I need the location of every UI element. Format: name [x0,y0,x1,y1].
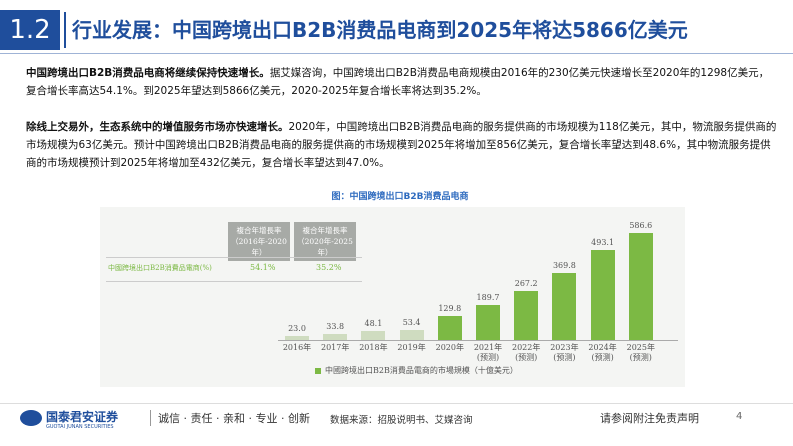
disclaimer: 请参阅附注免责声明 [600,412,699,425]
paragraph: 中国跨境出口B2B消费品电商将继续保持快速增长。据艾媒咨询，中国跨境出口B2B消… [26,64,778,100]
legend-swatch [315,368,321,374]
x-tick-label: 2017年 [321,343,350,352]
lead: 中国跨境出口B2B消费品电商将继续保持快速增长。 [26,67,270,79]
data-label: 23.0 [288,323,306,333]
logo-icon [20,410,42,426]
x-tick-label: 2023年(预测) [550,343,579,362]
lead: 除线上交易外，生态系统中的增值服务市场亦快速增长。 [26,121,289,133]
x-tick-label: 2025年(预测) [626,343,655,362]
data-label: 129.8 [438,304,462,314]
x-tick-label: 2020年 [435,343,464,352]
chart-title: 图：中国跨境出口B2B消费品电商 [331,192,469,202]
legend-label: 中國跨境出口B2B消費品電商的市場規模（十億美元） [325,366,518,375]
table-header: 複合年增長率（2016年-2020年） [228,222,290,261]
data-label: 33.8 [326,321,345,331]
x-tick-label: 2021年(预测) [473,343,503,362]
table-rule [106,257,362,258]
body: 据艾媒咨询，中国跨境出口B2B消费品电商规模由2016年的230亿美元快速增长至… [26,67,770,97]
bar [285,335,309,340]
axis-line [278,340,678,341]
separator [150,410,151,426]
data-label: 369.8 [552,260,576,270]
table-rule [106,281,362,282]
table-row-label: 中國跨境出口B2B消費品電商(%) [108,264,212,272]
x-tick-label: 2016年 [282,343,312,352]
bar [590,250,615,340]
body: 2020年，中国跨境出口B2B消费品电商的服务提供商的市场规模为118亿美元，其… [26,121,777,169]
chart: 23.0 2016年 33.8 2017年 48.1 2018年 53.4 2019年 129.… [100,207,685,387]
data-label: 48.1 [364,319,383,329]
table-header: 複合年增長率（2020年-2025年） [294,222,356,261]
x-tick-label: 2024年(预测) [588,343,617,362]
footer-rule [0,403,793,404]
x-tick-label: 2019年 [397,343,426,352]
bar [476,305,500,340]
bar [552,272,577,340]
table-cell: 35.2% [316,263,342,272]
bar [323,333,348,340]
data-label: 189.7 [476,293,500,303]
bar [437,316,462,340]
x-tick-label: 2018年 [359,343,388,352]
source: 数据来源：招股说明书、艾媒咨询 [330,415,473,426]
table-cell: 54.1% [250,263,276,272]
bar [514,291,539,340]
header-rule [0,53,793,54]
data-label: 267.2 [514,279,538,289]
section-number: 1.2 [0,10,60,50]
data-label: 53.4 [402,318,421,328]
paragraph: 除线上交易外，生态系统中的增值服务市场亦快速增长。2020年，中国跨境出口B2B… [26,118,778,172]
slogan: 诚信 · 责任 · 亲和 · 专业 · 创新 [158,412,310,425]
company: 国泰君安证券 [46,410,119,424]
bar [361,331,386,340]
data-label: 493.1 [591,238,615,248]
bar [399,330,424,340]
separator [64,12,66,48]
x-tick-label: 2022年(预测) [512,343,541,362]
bar [628,233,653,340]
company-en: GUOTAI JUNAN SECURITIES [46,424,114,430]
data-label: 586.6 [629,221,653,231]
page-number: 4 [736,411,743,422]
slide-title: 行业发展：中国跨境出口B2B消费品电商到2025年将达5866亿美元 [72,18,688,42]
